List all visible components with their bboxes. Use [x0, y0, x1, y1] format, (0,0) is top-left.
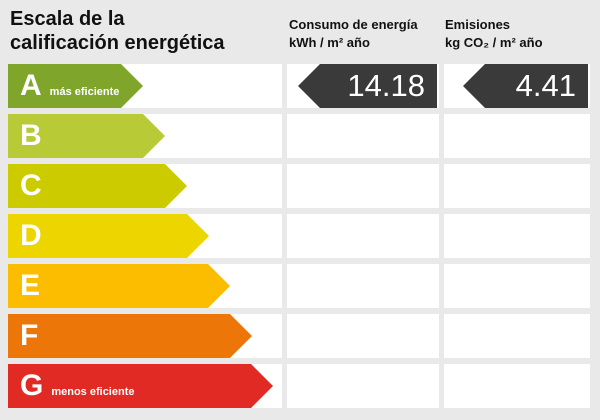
scale-row-e: E: [0, 264, 600, 308]
emisiones-cell-g: [444, 364, 590, 408]
rating-letter-f: F: [20, 319, 39, 352]
page-title-line1: Escala de la: [10, 8, 125, 30]
scale-cell-b: B: [8, 114, 282, 158]
consumo-cell-e: [287, 264, 439, 308]
rating-letter-g: G: [20, 369, 44, 402]
scale-row-g: G menos eficiente: [0, 364, 600, 408]
consumo-cell-g: [287, 364, 439, 408]
page-title: Escala de la calificación energética: [10, 7, 225, 55]
scale-cell-f: F: [8, 314, 282, 358]
scale-cell-g: G menos eficiente: [8, 364, 282, 408]
scale-cell-a: A más eficiente: [8, 64, 282, 108]
consumo-cell-b: [287, 114, 439, 158]
emisiones-header-unit: kg CO₂ / m² año: [445, 35, 543, 50]
consumo-cell-a: 14.18: [287, 64, 439, 108]
rating-arrow-g: G menos eficiente: [8, 364, 273, 408]
scale-row-f: F: [0, 314, 600, 358]
rating-arrow-e: E: [8, 264, 230, 308]
consumo-cell-f: [287, 314, 439, 358]
emisiones-cell-f: [444, 314, 590, 358]
emisiones-value-badge: 4.41: [463, 64, 588, 108]
consumo-cell-c: [287, 164, 439, 208]
emisiones-cell-e: [444, 264, 590, 308]
rating-arrow-c: C: [8, 164, 187, 208]
emisiones-cell-c: [444, 164, 590, 208]
scale-row-a: A más eficiente 14.18 4.41: [0, 64, 600, 108]
consumo-header-unit: kWh / m² año: [289, 35, 370, 50]
rating-letter-c: C: [20, 169, 42, 202]
emisiones-header-title: Emisiones: [445, 17, 511, 32]
emisiones-cell-b: [444, 114, 590, 158]
emisiones-cell-a: 4.41: [444, 64, 590, 108]
rating-arrow-a: A más eficiente: [8, 64, 143, 108]
rating-letter-b: B: [20, 119, 42, 152]
emisiones-column-header: Emisiones kg CO₂ / m² año: [445, 16, 543, 52]
emisiones-cell-d: [444, 214, 590, 258]
scale-row-b: B: [0, 114, 600, 158]
rating-letter-e: E: [20, 269, 41, 302]
consumo-value-badge: 14.18: [298, 64, 437, 108]
scale-row-c: C: [0, 164, 600, 208]
rating-arrow-b: B: [8, 114, 165, 158]
page-title-line2: calificación energética: [10, 32, 225, 54]
scale-cell-e: E: [8, 264, 282, 308]
scale-row-d: D: [0, 214, 600, 258]
scale-cell-c: C: [8, 164, 282, 208]
consumo-cell-d: [287, 214, 439, 258]
rating-letter-a: A: [20, 69, 42, 102]
consumo-header-title: Consumo de energía: [289, 17, 418, 32]
least-efficient-label: menos eficiente: [51, 386, 135, 398]
rating-letter-d: D: [20, 219, 42, 252]
rating-arrow-f: F: [8, 314, 252, 358]
rating-arrow-d: D: [8, 214, 209, 258]
scale-cell-d: D: [8, 214, 282, 258]
consumo-column-header: Consumo de energía kWh / m² año: [289, 16, 418, 52]
most-efficient-label: más eficiente: [49, 86, 120, 98]
